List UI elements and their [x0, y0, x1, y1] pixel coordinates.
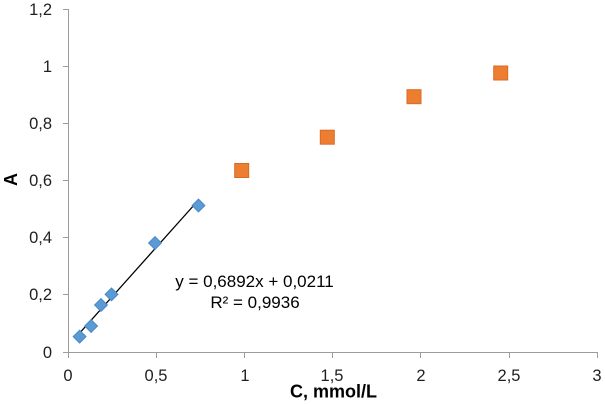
svg-text:0,6: 0,6 — [29, 172, 52, 190]
svg-text:1: 1 — [240, 367, 249, 385]
svg-text:R² = 0,9936: R² = 0,9936 — [210, 293, 299, 312]
svg-text:0,2: 0,2 — [29, 286, 52, 304]
svg-text:0: 0 — [43, 344, 52, 362]
svg-text:2,5: 2,5 — [498, 367, 521, 385]
svg-text:1,2: 1,2 — [29, 1, 52, 19]
svg-text:y = 0,6892x + 0,0211: y = 0,6892x + 0,0211 — [175, 272, 333, 291]
svg-text:C, mmol/L: C, mmol/L — [290, 382, 377, 402]
svg-text:0,5: 0,5 — [145, 367, 168, 385]
svg-text:2: 2 — [416, 367, 425, 385]
svg-text:0,8: 0,8 — [29, 115, 52, 133]
svg-text:0,4: 0,4 — [29, 229, 52, 247]
svg-text:A: A — [1, 173, 21, 186]
svg-text:0: 0 — [63, 367, 72, 385]
svg-text:1: 1 — [43, 58, 52, 76]
svg-text:3: 3 — [592, 367, 601, 385]
svg-text:1,5: 1,5 — [321, 367, 344, 385]
